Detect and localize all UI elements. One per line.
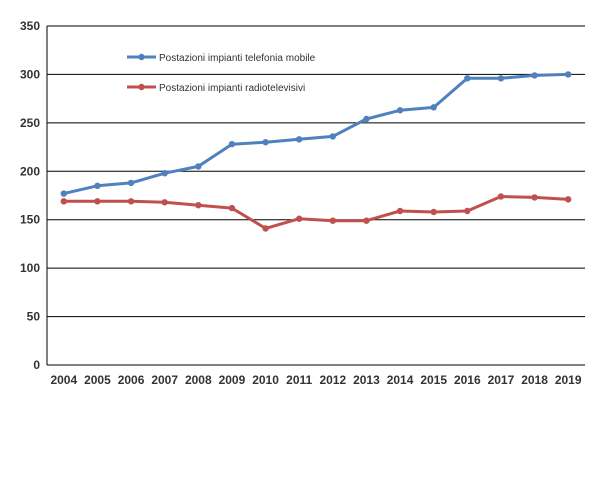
x-tick-label: 2019: [555, 373, 582, 387]
y-tick-label: 300: [20, 67, 40, 81]
gridlines: [47, 25, 585, 318]
data-point: [363, 115, 370, 123]
x-tick-label: 2011: [286, 373, 312, 387]
data-point: [195, 201, 202, 209]
x-tick-label: 2016: [454, 373, 481, 387]
y-tick-label: 200: [20, 164, 40, 178]
y-tick-label: 350: [20, 19, 40, 33]
legend-label: Postazioni impianti telefonia mobile: [159, 53, 316, 64]
x-tick-label: 2005: [84, 373, 111, 387]
data-point: [295, 136, 303, 143]
y-tick-label: 150: [20, 213, 40, 227]
data-point: [531, 72, 538, 79]
x-tick-label: 2010: [252, 373, 279, 387]
data-point: [161, 170, 168, 177]
data-point: [295, 215, 303, 222]
data-point: [464, 207, 471, 215]
data-point: [228, 140, 236, 148]
x-tick-label: 2009: [219, 373, 246, 387]
data-point: [396, 107, 404, 114]
data-point: [363, 217, 370, 224]
data-point: [430, 208, 437, 216]
x-tick-label: 2012: [319, 373, 346, 387]
axes: [46, 26, 585, 366]
data-point: [161, 199, 168, 206]
x-tick-label: 2015: [420, 373, 447, 387]
data-point: [94, 182, 101, 190]
x-tick-label: 2007: [151, 373, 178, 387]
data-point: [127, 198, 135, 205]
x-tick-label: 2018: [521, 373, 548, 387]
data-point: [564, 71, 572, 78]
series-line: [62, 72, 570, 196]
x-tick-label: 2008: [185, 373, 212, 387]
data-point: [262, 139, 269, 146]
legend-marker: [138, 83, 145, 91]
x-tick-label: 2014: [387, 373, 414, 387]
x-tick-label: 2017: [488, 373, 515, 387]
y-tick-label: 100: [20, 261, 40, 275]
y-tick-label: 250: [20, 116, 40, 130]
series: [60, 71, 572, 232]
legend: Postazioni impianti telefonia mobile Post…: [127, 53, 316, 94]
data-point: [228, 204, 236, 212]
series-line: [62, 195, 570, 230]
data-point: [531, 194, 538, 201]
data-point: [329, 133, 337, 140]
series-2: [60, 193, 572, 232]
data-point: [396, 207, 404, 215]
data-point: [564, 196, 572, 203]
series-1: [60, 71, 572, 197]
data-point: [464, 75, 471, 82]
data-point: [497, 75, 505, 82]
data-point: [60, 198, 68, 205]
y-tick-label: 0: [33, 358, 40, 372]
x-tick-label: 2006: [118, 373, 145, 387]
x-tick-label: 2004: [50, 373, 77, 387]
data-point: [127, 179, 135, 187]
legend-entry-2: Postazioni impianti radiotelevisivi: [127, 83, 305, 94]
legend-label: Postazioni impianti radiotelevisivi: [159, 83, 305, 94]
x-axis-ticks: 2004 2005 2006 2007 2008 2009 2010 2011 2012 2013…: [50, 373, 581, 387]
x-tick-label: 2013: [353, 373, 380, 387]
y-axis-ticks: 0 50 100 150 200 250 300 350: [20, 19, 40, 372]
legend-entry-1: Postazioni impianti telefonia mobile: [127, 53, 316, 64]
data-point: [430, 104, 437, 111]
data-point: [262, 225, 269, 232]
data-point: [497, 193, 505, 200]
data-point: [94, 198, 101, 205]
data-point: [195, 163, 202, 170]
y-tick-label: 50: [27, 310, 41, 324]
data-point: [60, 190, 68, 197]
legend-marker: [138, 53, 145, 61]
data-point: [329, 217, 337, 224]
